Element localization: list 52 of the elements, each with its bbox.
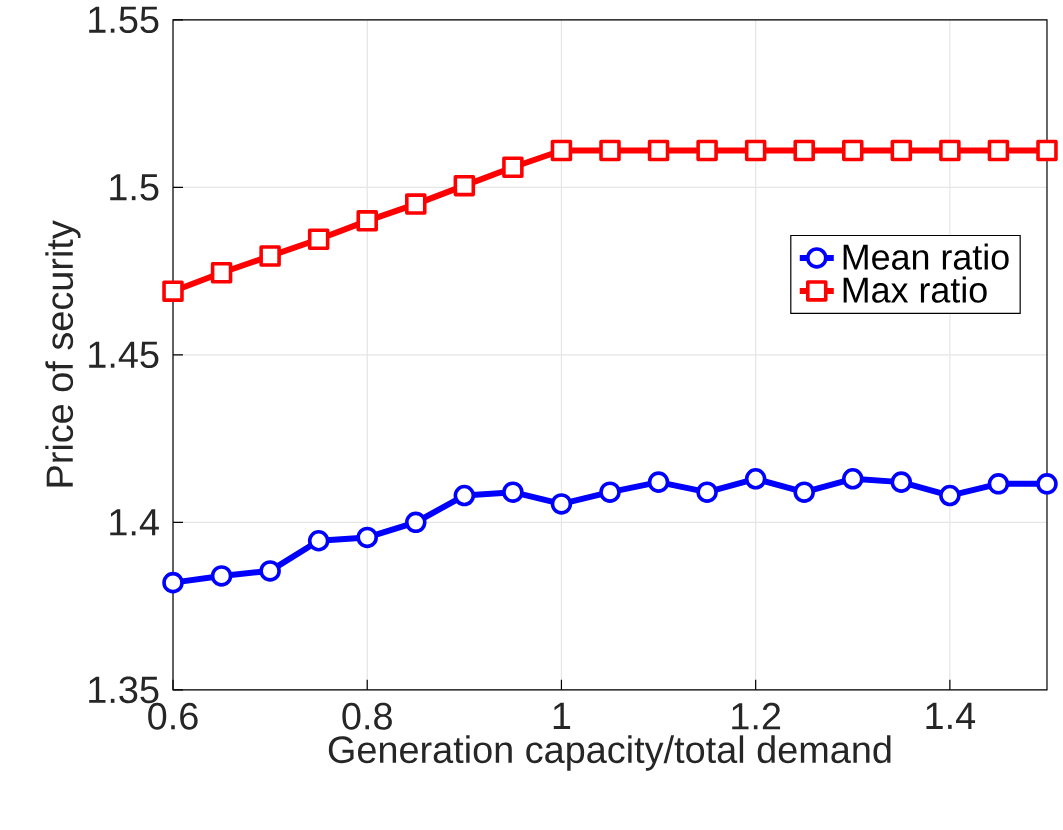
point	[599, 481, 621, 504]
point	[162, 280, 184, 303]
point	[162, 571, 184, 594]
x-axis-title: Generation capacity/total demand	[328, 735, 891, 771]
point	[1036, 139, 1058, 162]
y-tick-label: 1.4	[110, 509, 159, 536]
point	[987, 139, 1010, 162]
y-axis-title: Price of security	[45, 220, 81, 487]
point	[647, 139, 670, 162]
point	[210, 262, 233, 284]
point	[453, 484, 476, 507]
point	[259, 560, 281, 582]
point	[1036, 473, 1058, 495]
point	[453, 174, 476, 197]
point	[307, 530, 330, 552]
legend-label: Mean ratio	[843, 243, 1009, 270]
point	[405, 511, 427, 534]
x-tick-label: 0.6	[148, 702, 198, 730]
point	[502, 481, 524, 504]
y-tick-label: 1.55	[89, 6, 159, 34]
point	[842, 139, 864, 162]
y-tick-label: 1.45	[89, 341, 159, 369]
point	[356, 210, 378, 232]
x-tick-label: 1	[553, 702, 571, 729]
legend-label: Max ratio	[843, 276, 987, 303]
point	[744, 468, 767, 490]
point	[939, 139, 961, 162]
point	[793, 139, 815, 162]
point	[744, 139, 767, 162]
point	[696, 139, 718, 162]
x-tick-label: 1.2	[732, 702, 781, 730]
point	[842, 468, 864, 490]
point	[259, 245, 281, 267]
point	[550, 493, 573, 515]
point	[210, 565, 233, 587]
x-tick-label: 1.4	[926, 702, 976, 729]
point	[356, 526, 378, 549]
point	[890, 139, 913, 162]
point	[647, 471, 670, 493]
point	[502, 156, 524, 179]
point	[405, 193, 427, 215]
point	[696, 481, 718, 504]
x-tick-label: 0.8	[342, 702, 392, 730]
point	[890, 471, 913, 493]
y-tick-label: 1.5	[110, 174, 159, 201]
point	[793, 481, 815, 504]
point	[599, 139, 621, 162]
point	[307, 228, 330, 251]
point	[550, 139, 573, 162]
point	[939, 484, 961, 507]
y-tick-label: 1.35	[89, 676, 159, 704]
point	[987, 473, 1010, 495]
